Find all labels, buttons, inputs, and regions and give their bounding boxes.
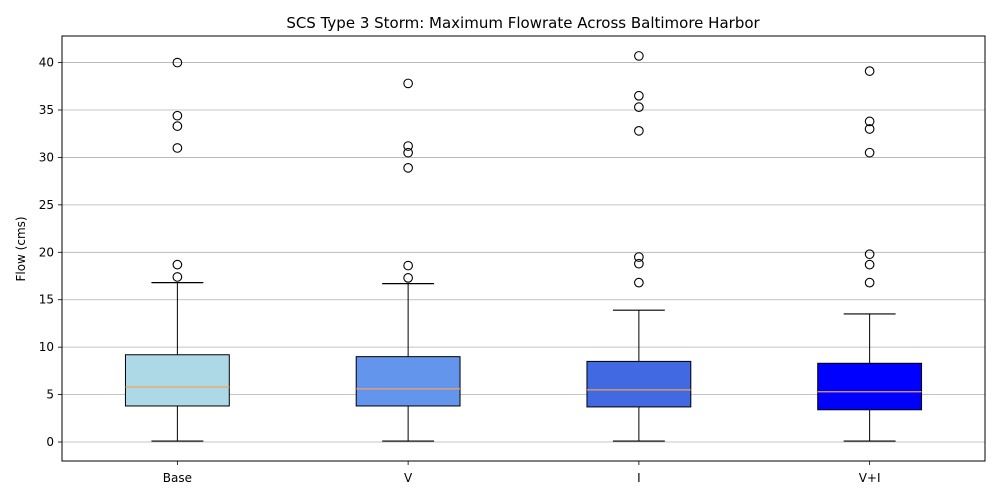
flier-point bbox=[634, 252, 644, 262]
flier-point bbox=[864, 277, 875, 288]
iqr-box bbox=[124, 354, 230, 407]
flier-point bbox=[172, 143, 183, 153]
flier-point bbox=[634, 102, 644, 112]
flier-point bbox=[403, 147, 413, 158]
flier-point bbox=[172, 57, 183, 68]
flier-point bbox=[864, 116, 875, 127]
x-tick-label: I bbox=[637, 471, 641, 485]
flier-point bbox=[864, 259, 875, 270]
box-V bbox=[355, 78, 461, 442]
y-tick-label: 30 bbox=[39, 150, 54, 164]
flier-point bbox=[864, 124, 875, 134]
iqr-box bbox=[586, 360, 692, 408]
flier-point bbox=[634, 277, 644, 288]
x-tick-label: Base bbox=[163, 471, 192, 485]
flier-point bbox=[172, 121, 183, 131]
x-tick-label: V+I bbox=[859, 471, 881, 485]
flier-point bbox=[864, 66, 875, 76]
flier-point bbox=[403, 163, 413, 173]
x-tick-label: V bbox=[404, 471, 413, 485]
y-tick-label: 40 bbox=[39, 56, 54, 70]
axes: 0 5 10 15 20 25 30 35 40 Base V I V+I bbox=[39, 35, 986, 485]
flier-point bbox=[403, 78, 413, 89]
flier-point bbox=[172, 272, 183, 282]
y-axis-label: Flow (cms) bbox=[14, 216, 28, 281]
flier-point bbox=[403, 260, 413, 271]
plot-frame bbox=[61, 35, 986, 462]
box-Base bbox=[124, 57, 230, 442]
y-tick-label: 5 bbox=[46, 388, 54, 402]
y-tick-label: 0 bbox=[46, 435, 54, 449]
flier-point bbox=[172, 110, 183, 121]
box-I bbox=[586, 51, 692, 442]
iqr-box bbox=[817, 362, 923, 411]
flier-point bbox=[634, 51, 644, 61]
y-tick-label: 20 bbox=[39, 245, 54, 259]
y-tick-label: 15 bbox=[39, 293, 54, 307]
y-tick-label: 25 bbox=[39, 198, 54, 212]
y-tick-label: 10 bbox=[39, 340, 54, 354]
boxes bbox=[124, 51, 923, 442]
box-V+I bbox=[817, 66, 923, 442]
y-tick-label: 35 bbox=[39, 103, 54, 117]
flier-point bbox=[172, 259, 183, 270]
flier-point bbox=[403, 141, 413, 151]
flier-point bbox=[634, 126, 644, 136]
flier-point bbox=[864, 147, 875, 158]
chart-title: SCS Type 3 Storm: Maximum Flowrate Acros… bbox=[286, 14, 760, 32]
flier-point bbox=[634, 258, 644, 269]
flier-point bbox=[403, 273, 413, 283]
flier-point bbox=[634, 90, 644, 101]
iqr-box bbox=[355, 356, 461, 407]
flier-point bbox=[864, 249, 875, 260]
